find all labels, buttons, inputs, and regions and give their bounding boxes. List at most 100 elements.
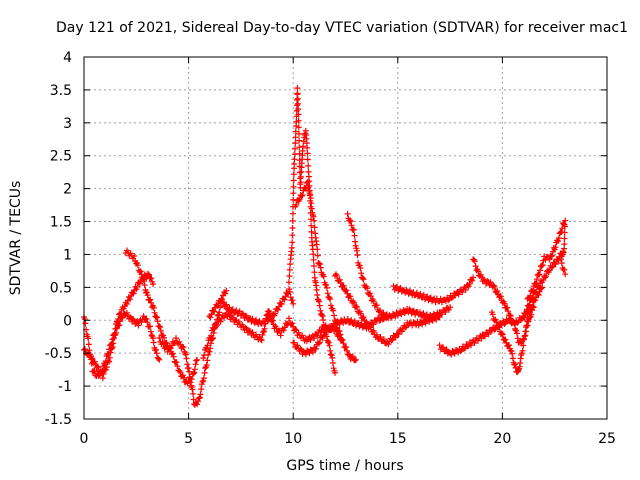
data-point <box>357 265 364 271</box>
data-point <box>295 111 302 118</box>
data-point <box>82 346 88 353</box>
y-tick-label: -0.5 <box>45 346 72 362</box>
data-point <box>462 286 469 293</box>
data-point <box>144 292 151 299</box>
data-point <box>392 334 399 341</box>
data-point <box>308 222 315 229</box>
data-point <box>469 277 476 284</box>
data-point <box>314 252 321 259</box>
data-point <box>294 95 301 102</box>
x-tick-label: 10 <box>284 431 302 447</box>
data-point <box>340 282 347 289</box>
data-point <box>135 322 142 329</box>
data-point <box>253 331 259 338</box>
data-point <box>385 341 392 348</box>
data-point <box>501 300 508 307</box>
data-point <box>399 328 405 335</box>
data-point <box>535 292 542 298</box>
data-point <box>370 321 377 328</box>
data-point <box>280 327 287 334</box>
data-point <box>141 278 147 284</box>
data-point <box>222 290 229 297</box>
data-point <box>239 310 246 317</box>
data-point <box>226 304 233 311</box>
data-point <box>351 299 358 306</box>
data-point <box>364 285 371 292</box>
data-point <box>562 271 569 278</box>
data-point <box>95 364 102 371</box>
data-point <box>323 282 330 288</box>
series-trace-p <box>524 217 569 302</box>
data-point <box>148 275 155 282</box>
data-point <box>204 342 211 349</box>
data-point <box>448 294 455 301</box>
data-point <box>417 290 424 297</box>
data-point <box>558 260 565 267</box>
data-point <box>277 332 284 339</box>
data-point <box>373 302 380 309</box>
data-point <box>546 256 553 263</box>
series-trace-i <box>344 210 454 322</box>
data-point <box>480 276 487 283</box>
y-axis-label: SDTVAR / TECUs <box>8 181 24 296</box>
data-point <box>266 310 273 316</box>
data-point <box>520 342 527 349</box>
data-point <box>296 137 303 144</box>
data-point <box>258 337 265 344</box>
data-point <box>286 279 292 286</box>
data-point <box>144 270 151 277</box>
data-point <box>363 325 370 332</box>
data-point <box>155 355 162 362</box>
data-point <box>148 332 155 339</box>
data-point <box>216 309 223 316</box>
data-point <box>123 301 130 307</box>
data-point <box>249 329 256 336</box>
data-point <box>511 320 518 327</box>
data-point <box>281 296 288 303</box>
data-point <box>269 317 276 324</box>
series-trace-m <box>436 304 535 358</box>
data-point <box>207 314 214 321</box>
data-point <box>153 346 159 353</box>
data-point <box>535 283 541 290</box>
data-point <box>327 302 334 309</box>
data-point <box>295 106 302 113</box>
data-point <box>311 217 318 224</box>
data-point <box>353 356 359 363</box>
data-point <box>200 377 207 384</box>
data-point <box>317 264 324 271</box>
data-point <box>330 365 337 372</box>
y-tick-label: 4 <box>63 50 72 66</box>
data-point <box>119 314 126 321</box>
data-point <box>383 315 390 322</box>
data-point <box>552 261 559 268</box>
data-point <box>200 355 207 362</box>
data-point <box>141 282 148 288</box>
data-point <box>354 252 361 259</box>
data-point <box>192 361 199 368</box>
data-point <box>402 324 409 331</box>
y-tick-label: 2.5 <box>50 149 72 165</box>
data-point <box>286 286 292 293</box>
data-point <box>345 351 352 358</box>
data-point <box>409 307 416 314</box>
data-point <box>223 301 230 308</box>
data-point <box>316 261 323 268</box>
data-point <box>303 179 310 186</box>
data-point <box>514 330 520 337</box>
y-tick-label: 1.5 <box>50 215 72 231</box>
data-point <box>289 320 296 327</box>
data-point <box>497 293 504 300</box>
data-point <box>169 350 176 357</box>
data-point <box>523 306 530 313</box>
data-point <box>324 290 331 297</box>
data-point <box>533 276 540 283</box>
data-point <box>156 323 163 330</box>
data-point <box>470 274 477 281</box>
data-point <box>197 391 204 398</box>
data-point <box>311 263 317 269</box>
data-point <box>295 124 302 131</box>
data-point <box>377 307 383 314</box>
data-point <box>525 315 532 322</box>
data-point <box>539 262 546 268</box>
